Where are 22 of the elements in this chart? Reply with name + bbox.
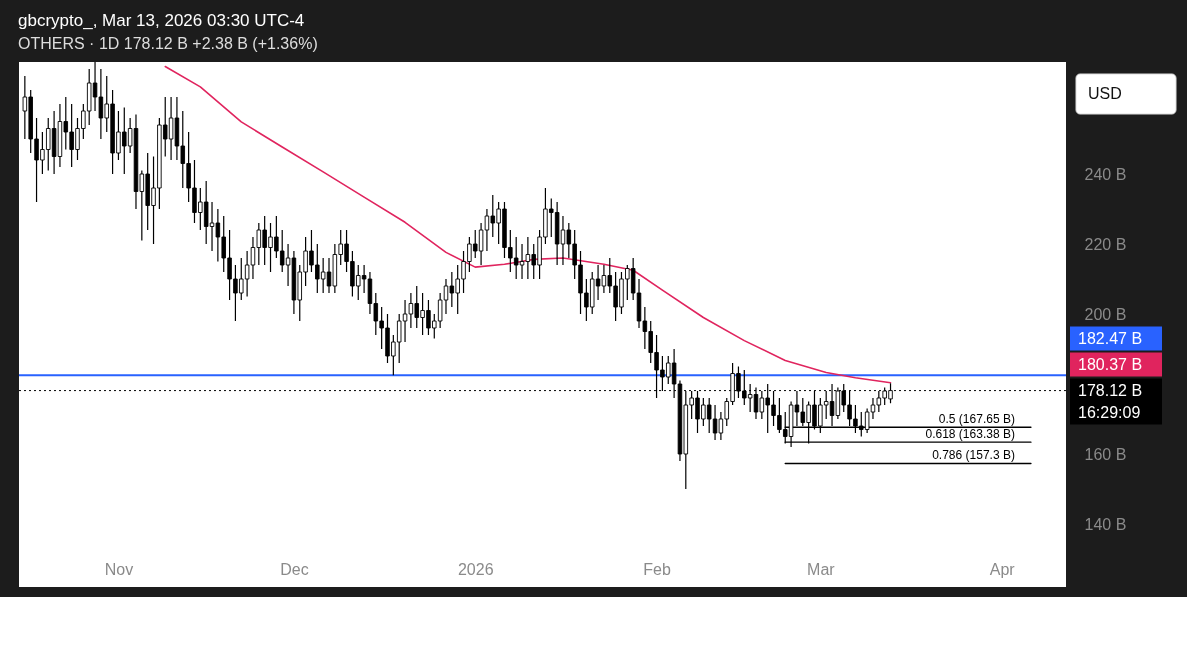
text: 180.37 B	[1078, 355, 1143, 373]
x-tick-label: Apr	[989, 560, 1016, 578]
ref-line-label: 182.47 B	[1078, 329, 1143, 347]
text: 16:29:09	[1078, 403, 1141, 421]
x-tick-label: 2026	[457, 560, 494, 578]
series-label: 0.618 (163.38 B)	[925, 427, 1015, 442]
line-series	[164, 65, 892, 384]
x-tick-label: Nov	[104, 560, 134, 578]
chart-title: gbcrypto_, Mar 13, 2026 03:30 UTC-4	[18, 11, 305, 31]
y-tick-label: 240 B	[1084, 165, 1127, 183]
chart-subtitle: OTHERS · 1D 178.12 B +2.38 B (+1.36%)	[18, 35, 318, 53]
series-label: 0.5 (167.65 B)	[938, 412, 1015, 427]
x-tick-label: Feb	[643, 560, 671, 578]
y-tick-label: 200 B	[1084, 305, 1127, 323]
y-tick-label: 160 B	[1084, 445, 1127, 463]
y-tick-label: 140 B	[1084, 515, 1127, 533]
series-label: 0.786 (157.3 B)	[932, 448, 1015, 463]
y-tick-label: 220 B	[1084, 235, 1127, 253]
text: USD	[1088, 85, 1122, 102]
x-tick-label: Mar	[807, 560, 836, 578]
ref-line-label: 178.12 B	[1078, 381, 1143, 399]
x-tick-label: Dec	[280, 560, 309, 578]
